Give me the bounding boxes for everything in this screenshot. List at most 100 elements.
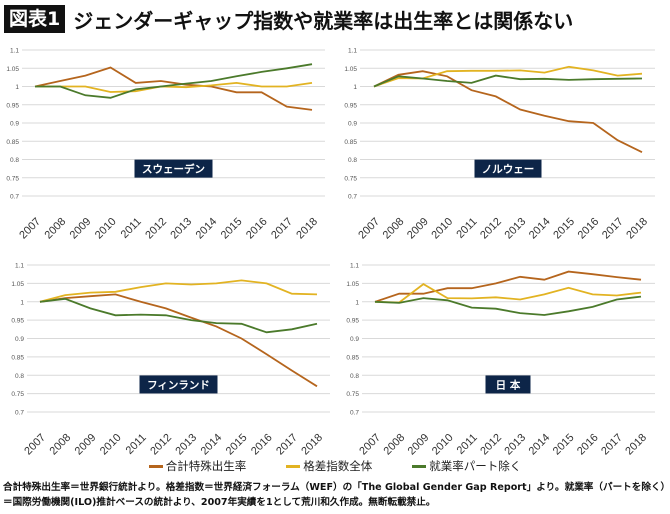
figure-number-badge: 図表1: [4, 5, 66, 33]
x-tick-label: 2009: [405, 216, 431, 242]
y-tick-label: 0.8: [15, 373, 24, 380]
x-tick-label: 2016: [249, 432, 275, 458]
series-line-0: [374, 270, 642, 303]
series-line-1: [374, 283, 642, 304]
x-tick-label: 2015: [224, 432, 250, 458]
legend: 合計特殊出生率 格差指数全体 就業率パート除く: [0, 458, 670, 474]
x-tick-label: 2018: [623, 432, 649, 458]
chart-panel-1: 0.7 0.75 0.8 0.85 0.9 0.95 1 1.05 1.1 20072008200…: [344, 48, 655, 242]
y-tick-label: 1.05: [11, 281, 24, 288]
y-tick-label: 0.75: [6, 175, 19, 182]
y-tick-label: 0.95: [11, 318, 24, 325]
y-tick-label: 0.7: [15, 410, 24, 417]
x-tick-label: 2018: [299, 432, 325, 458]
x-tick-label: 2007: [357, 432, 383, 458]
x-tick-label: 2014: [527, 216, 553, 242]
series-line-0: [34, 66, 313, 111]
x-tick-label: 2015: [219, 216, 245, 242]
y-tick-label: 0.9: [350, 336, 359, 343]
series-line-0: [39, 293, 318, 388]
series-line-2: [374, 295, 642, 316]
y-tick-label: 1.1: [350, 263, 359, 270]
x-tick-label: 2016: [244, 216, 270, 242]
x-tick-label: 2016: [575, 432, 601, 458]
x-tick-label: 2014: [527, 432, 553, 458]
x-tick-label: 2018: [624, 216, 650, 242]
y-tick-label: 0.8: [348, 157, 357, 164]
x-tick-label: 2007: [356, 216, 382, 242]
panel-label-box: [139, 375, 218, 394]
x-tick-label: 2008: [382, 432, 408, 458]
legend-swatch: [412, 464, 427, 468]
x-tick-label: 2015: [551, 432, 577, 458]
y-tick-label: 0.9: [15, 336, 24, 343]
y-tick-label: 1: [355, 299, 359, 306]
x-tick-label: 2013: [502, 432, 528, 458]
x-tick-label: 2009: [68, 216, 94, 242]
x-tick-label: 2009: [73, 432, 99, 458]
y-tick-label: 0.95: [6, 102, 19, 109]
chart-panel-0: 0.7 0.75 0.8 0.85 0.9 0.95 1 1.05 1.1 2007 2008 200…: [6, 48, 325, 242]
y-tick-label: 0.7: [348, 194, 357, 201]
x-tick-label: 2010: [98, 432, 124, 458]
source-note: 合計特殊出生率＝世界銀行統計より。格差指数＝世界経済フォーラム（WEF）の「Th…: [3, 482, 666, 508]
y-tick-label: 0.75: [346, 391, 359, 398]
y-tick-label: 1.1: [10, 48, 19, 55]
x-tick-label: 2008: [43, 216, 69, 242]
series-line-1: [39, 279, 318, 303]
x-tick-label: 2011: [119, 216, 144, 241]
x-tick-label: 2010: [429, 216, 455, 242]
y-tick-label: 0.85: [6, 139, 19, 146]
y-tick-label: 0.85: [344, 139, 357, 146]
legend-swatch: [148, 464, 163, 468]
y-tick-label: 0.85: [346, 354, 359, 361]
y-tick-label: 0.9: [10, 121, 19, 128]
x-tick-label: 2011: [124, 432, 149, 457]
x-tick-label: 2008: [48, 432, 74, 458]
x-tick-label: 2017: [274, 432, 300, 458]
x-tick-label: 2014: [199, 432, 225, 458]
panel-label: ノルウェー: [482, 164, 535, 176]
y-tick-label: 0.9: [348, 121, 357, 128]
y-tick-label: 1: [353, 84, 357, 91]
chart-panel-3: 0.7 0.75 0.8 0.85 0.9 0.95 1 1.05 1.1 20072008200…: [346, 263, 655, 458]
y-tick-label: 0.95: [346, 318, 359, 325]
x-tick-label: 2017: [269, 216, 295, 242]
series-line-2: [39, 297, 318, 334]
x-tick-label: 2015: [551, 216, 577, 242]
x-tick-label: 2013: [503, 216, 529, 242]
y-tick-label: 0.85: [11, 354, 24, 361]
x-tick-label: 2017: [599, 432, 625, 458]
x-tick-label: 2010: [93, 216, 119, 242]
x-tick-label: 2010: [430, 432, 456, 458]
chart-panel-2: 0.7 0.75 0.8 0.85 0.9 0.95 1 1.05 1.1 2007 2008 200…: [11, 263, 330, 458]
x-tick-label: 2008: [381, 216, 407, 242]
legend-label: 就業率パート除く: [429, 459, 522, 473]
x-tick-label: 2011: [454, 216, 479, 241]
figure-title: 図表1 ジェンダーギャップ指数や就業率は出生率とは関係ない: [4, 4, 573, 34]
y-tick-label: 1.1: [348, 48, 357, 55]
series-line-0: [373, 70, 643, 154]
y-tick-label: 0.75: [11, 391, 24, 398]
x-tick-label: 2012: [478, 216, 504, 242]
x-tick-label: 2007: [22, 432, 48, 458]
title-text: ジェンダーギャップ指数や就業率は出生率とは関係ない: [73, 8, 574, 33]
x-tick-label: 2017: [600, 216, 626, 242]
y-tick-label: 1.1: [15, 263, 24, 270]
y-tick-label: 0.75: [344, 175, 357, 182]
y-tick-label: 0.95: [344, 102, 357, 109]
y-tick-label: 0.8: [350, 373, 359, 380]
panel-label: 日 本: [496, 378, 521, 391]
panel-label: スウェーデン: [142, 163, 205, 176]
series-line-2: [373, 74, 643, 88]
x-tick-label: 2016: [576, 216, 602, 242]
panel-label-box: [485, 375, 531, 394]
x-tick-label: 2013: [173, 432, 199, 458]
x-tick-label: 2011: [455, 432, 480, 457]
y-tick-label: 1.05: [344, 66, 357, 73]
x-tick-label: 2012: [478, 432, 504, 458]
legend-swatch: [286, 464, 301, 468]
panel-label-box: [474, 159, 542, 178]
